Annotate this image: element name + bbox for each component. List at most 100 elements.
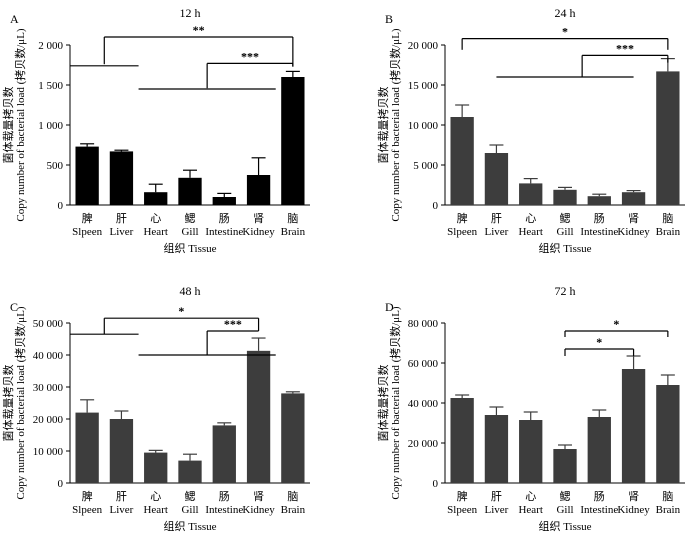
x-tick-label-zh: 肾 <box>253 212 264 225</box>
x-tick-label-en: Slpeen <box>447 226 477 238</box>
x-tick-label-en: Slpeen <box>72 504 102 516</box>
bar-intestine <box>212 425 236 483</box>
y-axis-label-en: Copy number of bacterial load (拷贝数/μL) <box>388 306 402 499</box>
bar-intestine <box>212 197 236 205</box>
panel-label: B <box>385 12 393 26</box>
y-axis-label-en: Copy number of bacterial load (拷贝数/μL) <box>13 28 27 221</box>
x-tick-label-en: Intestine <box>205 226 243 238</box>
bar-liver <box>109 419 134 483</box>
x-tick-label-zh: 肠 <box>594 212 605 225</box>
bar-gill <box>553 189 577 205</box>
panel-label: D <box>385 300 394 314</box>
chart-title: 24 h <box>555 6 576 20</box>
x-tick-label-zh: 肝 <box>491 212 502 225</box>
x-axis-label: 组织 Tissue <box>538 241 591 255</box>
x-tick-label-zh: 肝 <box>491 490 502 503</box>
bar-slpeen <box>450 117 474 205</box>
x-tick-label-zh: 脑 <box>662 490 673 503</box>
y-tick-label: 50 000 <box>33 318 64 330</box>
x-tick-label-zh: 脾 <box>82 489 93 503</box>
chart-panel-a: A 12 h 0 500 1 000 1 500 2 000 菌体载量拷贝数 Copy numb… <box>1 6 310 255</box>
y-axis-label-en: Copy number of bacterial load (拷贝数/μL) <box>388 28 402 221</box>
bar-slpeen <box>450 398 474 483</box>
x-tick-label-zh: 肾 <box>628 490 639 503</box>
x-tick-label-zh: 脾 <box>457 489 468 503</box>
x-tick-label-en: Intestine <box>580 504 618 516</box>
chart-title: 12 h <box>180 6 201 20</box>
x-tick-label-en: Heart <box>143 226 167 238</box>
x-axis-label: 组织 Tissue <box>163 519 216 533</box>
y-tick-label: 0 <box>58 200 64 212</box>
y-tick-label: 60 000 <box>408 358 439 370</box>
x-tick-label-en: Gill <box>181 226 198 238</box>
y-tick-label: 0 <box>433 478 439 490</box>
x-tick-label-en: Liver <box>110 226 134 238</box>
x-tick-label-zh: 肠 <box>219 212 230 225</box>
y-tick-label: 500 <box>47 160 64 172</box>
x-tick-label-en: Heart <box>143 504 167 516</box>
significance-label: * <box>596 335 602 349</box>
bar-gill <box>178 177 202 205</box>
x-tick-label-en: Kidney <box>617 504 650 516</box>
x-tick-label-en: Gill <box>556 226 573 238</box>
significance-label: * <box>178 304 184 318</box>
y-tick-label: 1 000 <box>38 120 63 132</box>
x-tick-label-zh: 脾 <box>82 211 93 225</box>
x-tick-label-zh: 鳃 <box>560 211 571 225</box>
x-tick-label-en: Liver <box>110 504 134 516</box>
bar-liver <box>484 415 509 483</box>
significance-label: * <box>562 25 568 39</box>
x-tick-label-en: Heart <box>518 226 542 238</box>
x-axis-label: 组织 Tissue <box>538 519 591 533</box>
x-tick-label-en: Intestine <box>205 504 243 516</box>
bar-slpeen <box>75 412 99 483</box>
significance-label: *** <box>616 41 634 55</box>
y-tick-label: 1 500 <box>38 80 63 92</box>
bar-kidney <box>621 192 646 205</box>
bar-kidney <box>621 369 646 483</box>
x-tick-label-zh: 肾 <box>628 212 639 225</box>
x-tick-label-zh: 脾 <box>457 211 468 225</box>
x-tick-label-en: Intestine <box>580 226 618 238</box>
bar-brain <box>281 77 305 205</box>
bar-brain <box>656 71 680 206</box>
x-tick-label-en: Gill <box>181 504 198 516</box>
bar-slpeen <box>75 146 99 205</box>
x-tick-label-en: Brain <box>281 226 306 238</box>
y-tick-label: 20 000 <box>33 414 64 426</box>
x-tick-label-en: Brain <box>281 504 306 516</box>
chart-title: 48 h <box>180 284 201 298</box>
bar-kidney <box>246 350 271 483</box>
y-tick-label: 10 000 <box>33 446 64 458</box>
y-tick-label: 10 000 <box>408 120 439 132</box>
significance-label: *** <box>241 49 259 63</box>
x-tick-label-en: Kidney <box>617 226 650 238</box>
y-tick-label: 80 000 <box>408 318 439 330</box>
y-tick-label: 40 000 <box>33 350 64 362</box>
significance-label: * <box>613 317 619 331</box>
chart-panel-d: D 72 h 0 20 000 40 000 60 000 80 000 菌体载量拷贝数 Cop… <box>376 284 685 533</box>
y-axis-label-zh: 菌体载量拷贝数 <box>376 365 390 442</box>
y-tick-label: 0 <box>58 478 64 490</box>
chart-panel-b: B 24 h 0 5 000 10 000 15 000 20 000 菌体载量拷贝数 Copy… <box>376 6 685 255</box>
x-axis-label: 组织 Tissue <box>163 241 216 255</box>
bar-intestine <box>587 196 611 205</box>
x-tick-label-zh: 肾 <box>253 490 264 503</box>
bar-liver <box>484 153 509 205</box>
y-tick-label: 30 000 <box>33 382 64 394</box>
x-tick-label-en: Slpeen <box>447 504 477 516</box>
bar-gill <box>553 449 577 483</box>
x-tick-label-zh: 鳃 <box>185 489 196 503</box>
x-tick-label-zh: 脑 <box>662 212 673 225</box>
x-tick-label-en: Kidney <box>242 504 275 516</box>
panel-label: A <box>10 12 19 26</box>
bar-kidney <box>246 175 271 205</box>
x-tick-label-en: Liver <box>485 226 509 238</box>
x-tick-label-zh: 心 <box>525 490 536 503</box>
x-tick-label-en: Slpeen <box>72 226 102 238</box>
y-axis-label-en: Copy number of bacterial load (拷贝数/μL) <box>13 306 27 499</box>
x-tick-label-zh: 鳃 <box>185 211 196 225</box>
x-tick-label-en: Liver <box>485 504 509 516</box>
x-tick-label-zh: 脑 <box>287 212 298 225</box>
x-tick-label-en: Brain <box>656 226 681 238</box>
